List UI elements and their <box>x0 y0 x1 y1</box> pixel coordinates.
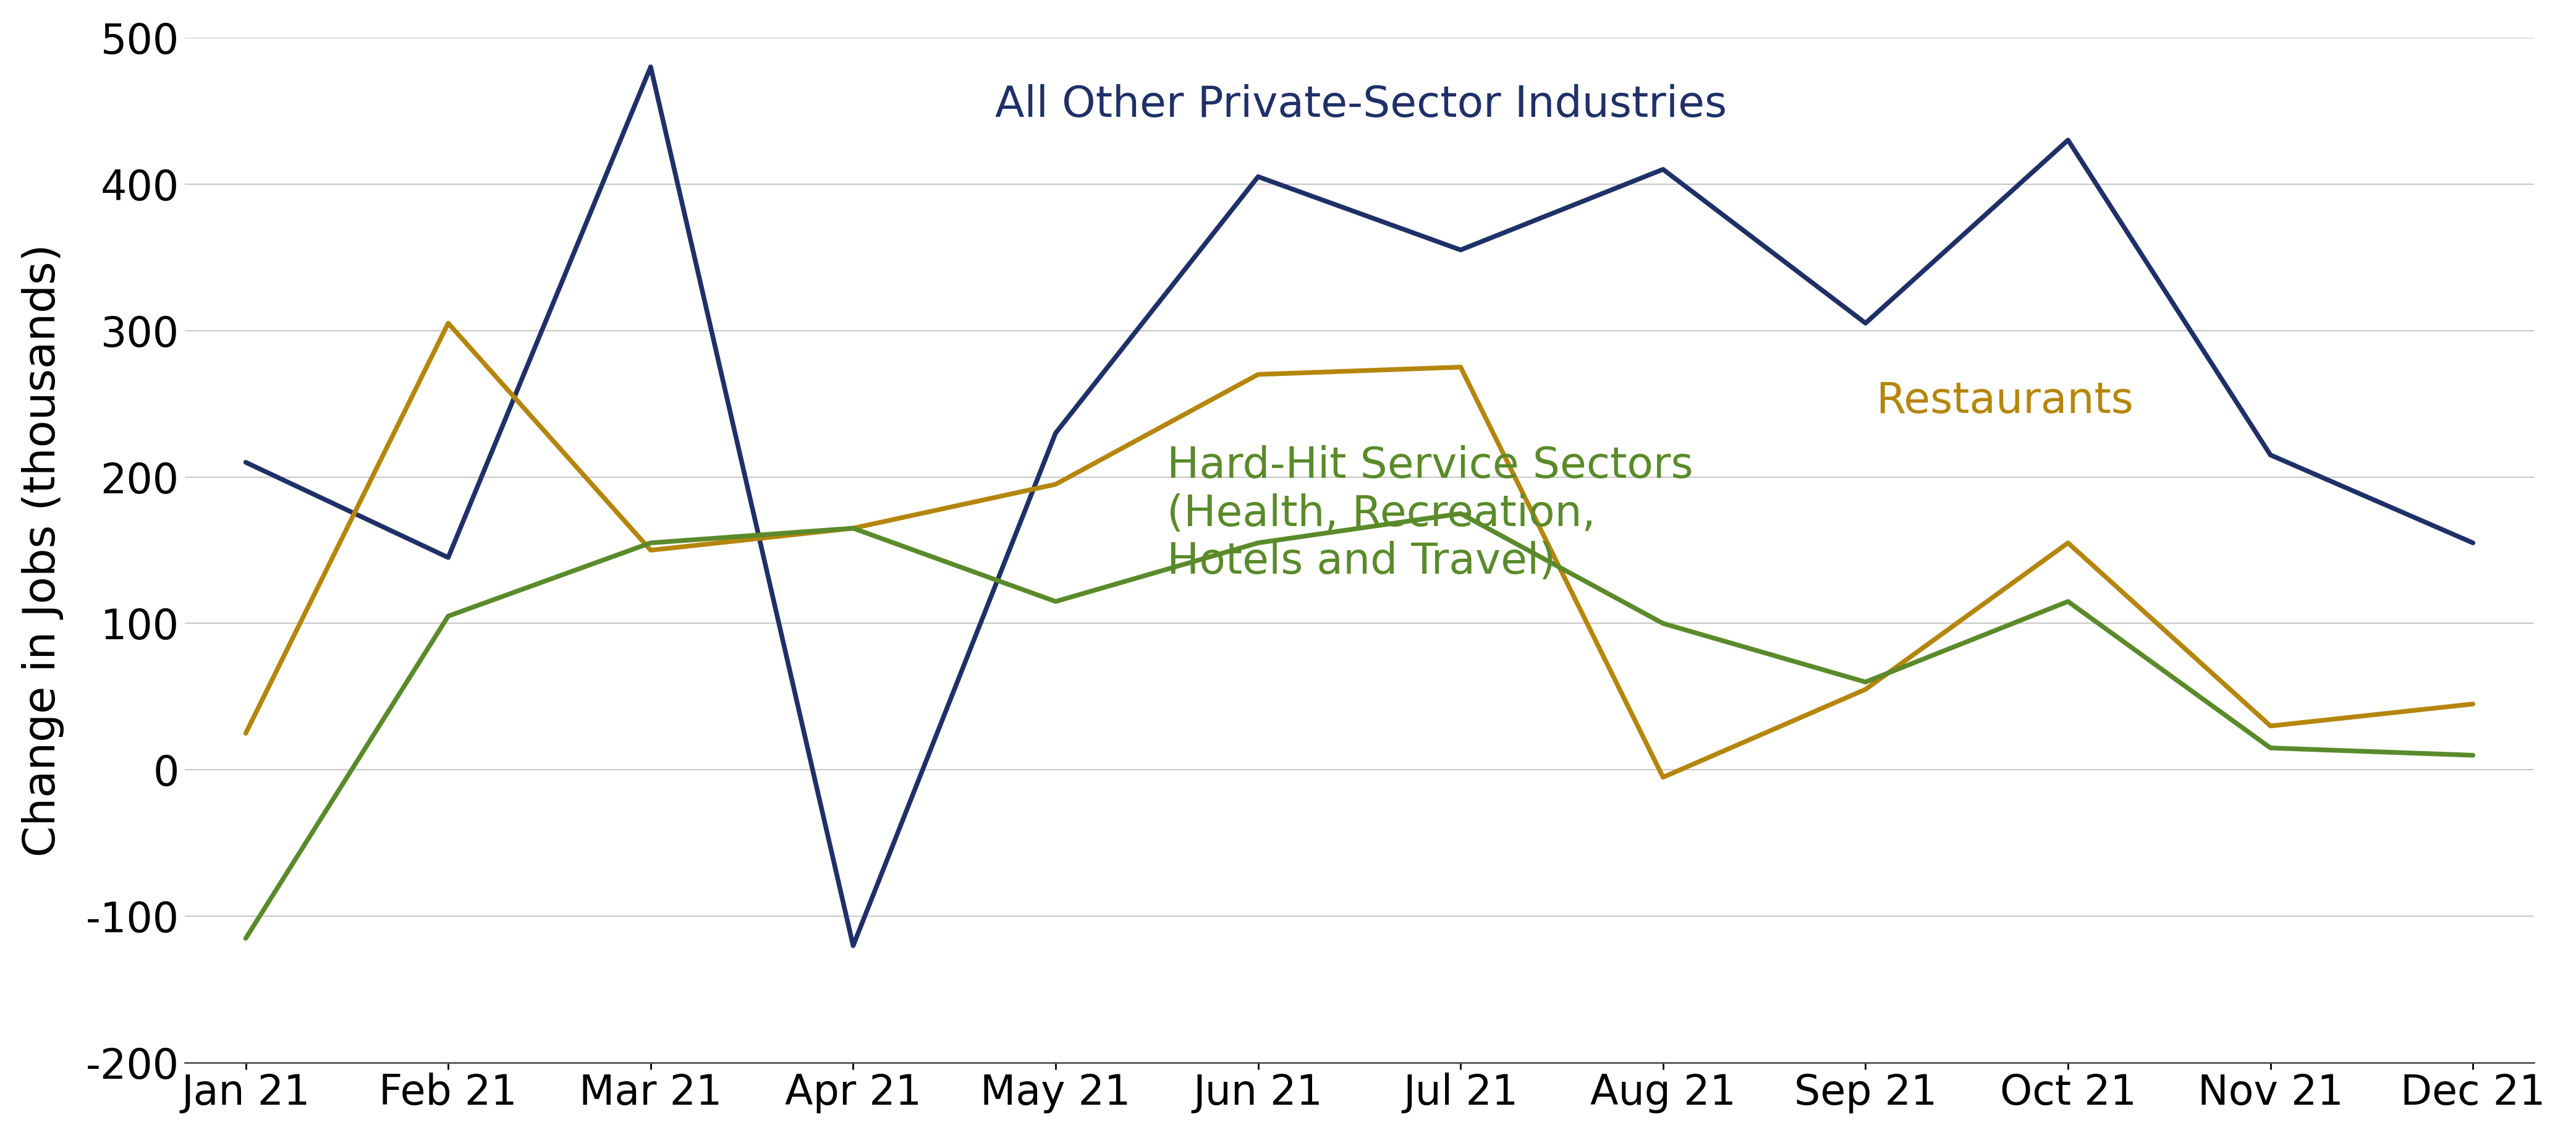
Text: All Other Private-Sector Industries: All Other Private-Sector Industries <box>994 84 1726 126</box>
Y-axis label: Change in Jobs (thousands): Change in Jobs (thousands) <box>21 244 64 857</box>
Text: Restaurants: Restaurants <box>1875 380 2133 421</box>
Text: Hard-Hit Service Sectors
(Health, Recreation,
Hotels and Travel): Hard-Hit Service Sectors (Health, Recrea… <box>1167 445 1692 582</box>
